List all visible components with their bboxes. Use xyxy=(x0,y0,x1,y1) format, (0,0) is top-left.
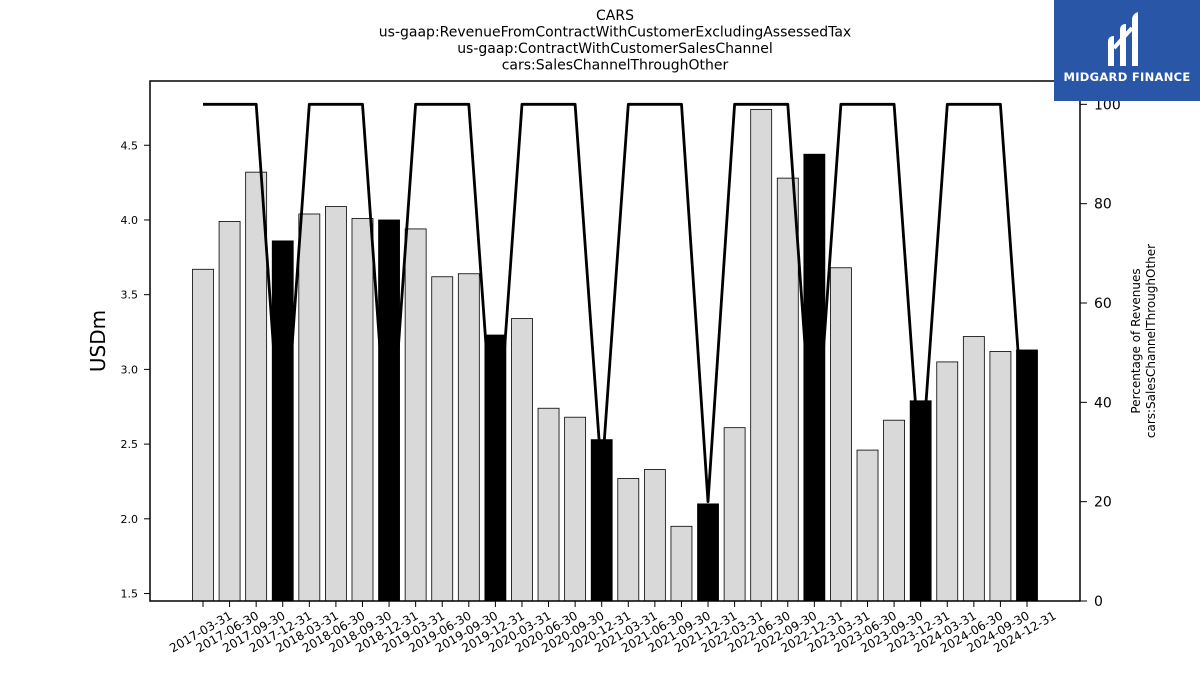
y-right-tick-label: 60 xyxy=(1094,296,1112,312)
y-right-tick-label: 0 xyxy=(1094,594,1103,610)
chart-title-line: CARS xyxy=(596,8,634,24)
bar xyxy=(537,407,560,602)
chart-title-line: us-gaap:RevenueFromContractWithCustomerE… xyxy=(379,25,851,41)
logo-mark-icon xyxy=(1108,12,1138,66)
logo-text: MIDGARD FINANCE xyxy=(1063,70,1191,84)
bar xyxy=(192,268,214,602)
chart-title-line: us-gaap:ContractWithCustomerSalesChannel xyxy=(457,41,773,57)
y-left-tick-label: 3.0 xyxy=(121,363,139,376)
y-axis-right-label: cars:SalesChannelThroughOther xyxy=(1144,244,1158,438)
percentage-line xyxy=(203,102,1029,504)
bar xyxy=(431,276,454,602)
bar-highlight xyxy=(378,219,400,602)
y-left-tick-label: 1.5 xyxy=(121,588,139,601)
bar xyxy=(325,206,347,602)
bar xyxy=(617,478,640,602)
bar xyxy=(750,108,773,602)
y-left-tick-label: 4.0 xyxy=(121,214,139,227)
bar xyxy=(776,177,799,602)
y-axis-left: 1.5 2.0 2.5 3.0 3.5 4.0 4.5 xyxy=(121,139,150,601)
bar xyxy=(989,351,1012,602)
bars-group xyxy=(192,108,1038,602)
y-right-tick-label: 40 xyxy=(1094,395,1112,411)
bar xyxy=(883,419,905,602)
bar xyxy=(856,449,879,602)
y-axis-left-label: USDm xyxy=(86,310,110,372)
bar xyxy=(936,361,959,602)
bar xyxy=(404,228,427,602)
chart-title-line: cars:SalesChannelThroughOther xyxy=(502,58,729,74)
bar xyxy=(830,267,852,602)
y-left-tick-label: 4.5 xyxy=(121,139,139,152)
bar xyxy=(962,336,985,602)
bar xyxy=(643,469,666,602)
x-axis: 2017-03-312017-06-302017-09-302017-12-31… xyxy=(167,601,1059,655)
axis-labels: USDm Percentage of Revenues cars:SalesChan… xyxy=(86,244,1158,438)
plot-frame xyxy=(149,80,1081,602)
bar xyxy=(670,525,693,602)
bar xyxy=(511,318,533,602)
midgard-finance-logo: MIDGARD FINANCE xyxy=(1054,0,1200,101)
percentage-line-group xyxy=(203,102,1029,504)
bar-highlight xyxy=(697,503,719,602)
bar xyxy=(218,221,241,602)
bar xyxy=(457,273,480,602)
bar-highlight xyxy=(271,240,294,602)
bar xyxy=(298,213,321,602)
y-axis-right: 0 20 40 60 80 100 xyxy=(1080,97,1121,610)
y-left-tick-label: 3.5 xyxy=(121,289,139,302)
y-axis-right-label: Percentage of Revenues xyxy=(1129,268,1143,413)
chart-title: CARSus-gaap:RevenueFromContractWithCusto… xyxy=(379,8,851,74)
y-left-tick-label: 2.5 xyxy=(121,438,139,451)
y-left-tick-label: 2.0 xyxy=(121,513,139,526)
y-right-tick-label: 100 xyxy=(1094,97,1121,113)
bar xyxy=(723,427,746,602)
bar xyxy=(245,171,268,602)
y-right-tick-label: 20 xyxy=(1094,495,1112,511)
y-right-tick-label: 80 xyxy=(1094,197,1112,213)
bar-highlight xyxy=(909,400,932,602)
bar xyxy=(564,416,587,602)
bar xyxy=(351,218,374,602)
